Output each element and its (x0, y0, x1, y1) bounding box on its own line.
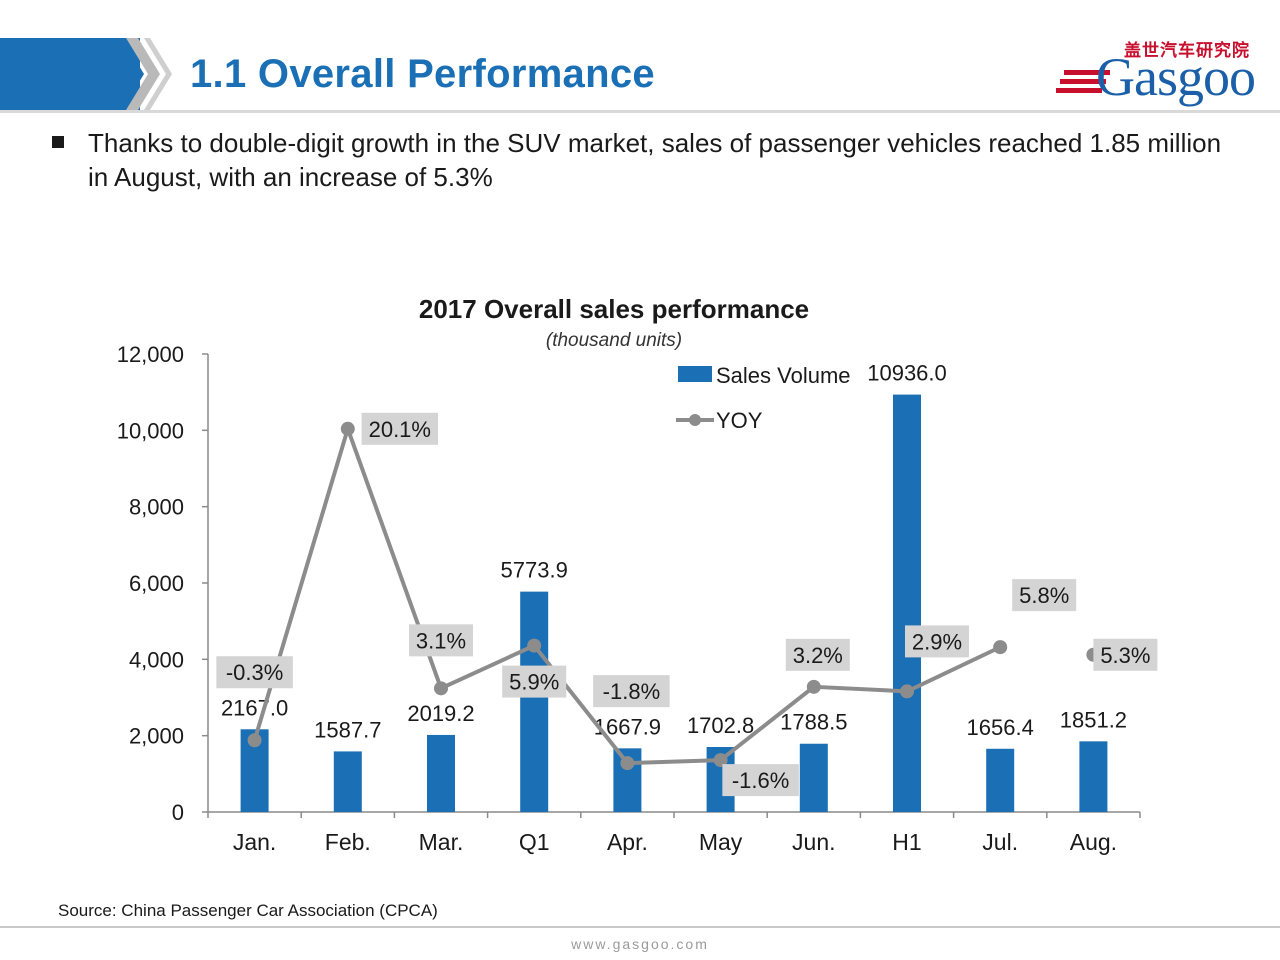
chart-title: 2017 Overall sales performance (419, 294, 809, 324)
x-tick-label: May (699, 829, 743, 855)
logo-stripes-icon (1056, 70, 1110, 93)
legend-point-swatch-icon (689, 414, 701, 426)
chart-legend: Sales Volume YOY (676, 363, 851, 433)
legend-item-yoy: YOY (716, 408, 763, 433)
x-axis: Jan. Feb. Mar. Q1 Apr. May Jun. H1 Jul. Aug. (207, 811, 1141, 855)
sales-chart: 2017 Overall sales performance (thousand… (117, 294, 1158, 855)
yoy-label-box (722, 764, 799, 797)
x-tick-label: Apr. (607, 829, 648, 855)
footer-divider (0, 926, 1280, 928)
chevron-arrows-icon (100, 38, 172, 110)
x-tick-label: Jan. (233, 829, 276, 855)
legend-item-sales: Sales Volume (716, 363, 851, 388)
x-tick-label: H1 (892, 829, 921, 855)
yoy-label-box (905, 625, 969, 658)
footer-url: www.gasgoo.com (571, 936, 709, 952)
x-tick-label: Jul. (982, 829, 1018, 855)
y-tick-label: 4,000 (129, 647, 184, 672)
yoy-line (252, 426, 1002, 766)
yoy-point (434, 681, 448, 696)
yoy-point (247, 733, 262, 748)
bar-value-label: 10936.0 (867, 361, 947, 386)
bar-value-label: 2019.2 (407, 701, 474, 726)
bar-value-label: 1851.2 (1060, 707, 1127, 732)
bar-value-label: 1702.8 (687, 713, 754, 738)
bar-value-label: 2167.0 (221, 695, 288, 720)
x-tick-label: Feb. (325, 829, 371, 855)
legend-bar-swatch-icon (678, 366, 712, 382)
y-tick-label: 6,000 (129, 571, 184, 596)
bar-value-label: 1656.4 (967, 715, 1034, 740)
bullet-square-icon (52, 136, 64, 148)
page-title: 1.1 Overall Performance (190, 52, 655, 96)
bullet-text: Thanks to double-digit growth in the SUV… (88, 128, 1222, 192)
yoy-value-label: -0.3% (226, 660, 283, 685)
sales-bar (333, 751, 362, 812)
yoy-label-box (1093, 638, 1158, 671)
yoy-value-label: 2.9% (912, 629, 962, 654)
y-tick-label: 12,000 (117, 342, 184, 367)
x-tick-label: Aug. (1070, 829, 1117, 855)
yoy-label-box (593, 675, 670, 708)
yoy-label-box (409, 624, 473, 657)
y-tick-label: 10,000 (117, 418, 184, 443)
yoy-label-box (502, 665, 567, 698)
yoy-point (340, 421, 355, 436)
yoy-point (713, 753, 728, 768)
yoy-data-labels: -0.3% 20.1% 3.1% 5.9% -1.8% -1.6% 3.2% 2.9% 5.8%… (216, 412, 1158, 797)
sales-bar (799, 743, 828, 812)
yoy-line-series (247, 421, 1101, 771)
yoy-label-box (785, 638, 850, 671)
yoy-label-box (216, 656, 293, 689)
yoy-point (527, 638, 542, 653)
sales-bar (986, 748, 1015, 812)
chart-subtitle: (thousand units) (546, 330, 682, 351)
yoy-value-label: 5.9% (509, 670, 559, 695)
slide-header: 1.1 Overall Performance 盖世汽车研究院 Gasgoo (0, 0, 1280, 113)
yoy-point (620, 756, 635, 771)
bar-value-label: 1587.7 (314, 717, 381, 742)
x-tick-label: Mar. (419, 829, 464, 855)
y-tick-label: 2,000 (129, 724, 184, 749)
yoy-value-label: 3.1% (416, 628, 466, 653)
source-note: Source: China Passenger Car Association … (58, 901, 438, 920)
header-divider (0, 110, 1280, 113)
sales-bar (893, 394, 921, 812)
logo-chinese-text: 盖世汽车研究院 (1124, 41, 1250, 60)
yoy-point (806, 679, 821, 694)
yoy-label-box (361, 412, 439, 445)
bar-value-label: 1788.5 (780, 710, 847, 735)
yoy-label-box (1012, 579, 1077, 612)
gasgoo-logo: 盖世汽车研究院 Gasgoo (1052, 30, 1267, 108)
sales-bar (427, 734, 455, 812)
y-axis: 0 2,000 4,000 6,000 8,000 10,000 12,000 (117, 342, 209, 825)
x-tick-label: Jun. (792, 829, 835, 855)
sales-bar (1079, 741, 1108, 812)
sales-bar (520, 591, 549, 812)
logo-wordmark: Gasgoo (1096, 47, 1256, 107)
yoy-point (993, 640, 1008, 655)
bar-value-label: 5773.9 (501, 558, 568, 583)
x-tick-label: Q1 (519, 829, 550, 855)
y-tick-label: 0 (172, 800, 184, 825)
yoy-value-label: -1.6% (732, 768, 789, 793)
yoy-value-label: 5.8% (1019, 583, 1069, 608)
bar-series (240, 394, 1108, 812)
y-tick-label: 8,000 (129, 495, 184, 520)
yoy-value-label: 20.1% (369, 417, 431, 442)
yoy-value-label: 5.3% (1100, 643, 1150, 668)
yoy-value-label: 3.2% (793, 643, 843, 668)
yoy-value-label: -1.8% (603, 679, 660, 704)
yoy-point (900, 684, 914, 699)
